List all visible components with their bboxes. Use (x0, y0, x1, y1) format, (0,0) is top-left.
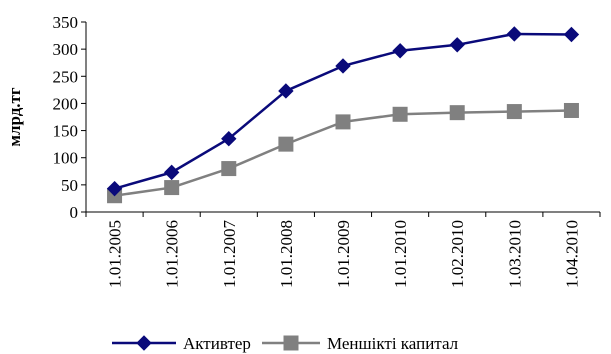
data-point (106, 180, 123, 197)
legend-item-1: Активтер (112, 334, 251, 353)
x-tick-label: 1.01.2009 (334, 220, 353, 288)
series-2 (107, 102, 579, 204)
y-tick-label: 150 (53, 122, 79, 141)
legend-marker (283, 335, 299, 351)
y-tick-label: 250 (53, 67, 79, 86)
data-point (506, 104, 522, 120)
x-tick-label: 1.03.2010 (505, 220, 524, 288)
data-point (506, 26, 523, 42)
data-point (392, 106, 408, 122)
data-point (563, 102, 579, 118)
x-tick-label: 1.01.2006 (163, 220, 182, 288)
series-1 (106, 26, 580, 197)
data-point (164, 180, 180, 196)
x-tick-label: 1.04.2010 (562, 220, 581, 288)
x-tick-label: 1.01.2008 (277, 220, 296, 288)
data-point (335, 114, 351, 130)
x-ticks: 1.01.2005 1.01.2006 1.01.2007 1.01.2008 1.01… (85, 212, 601, 289)
y-axis-title: млрд.тг (5, 87, 24, 147)
data-point (392, 43, 408, 59)
data-point (278, 83, 294, 99)
y-tick-label: 100 (53, 149, 79, 168)
data-point (563, 26, 580, 43)
x-tick-label: 1.01.2007 (220, 220, 239, 289)
x-tick-label: 1.02.2010 (448, 220, 467, 288)
y-tick-label: 0 (70, 203, 79, 222)
data-point (163, 164, 180, 181)
data-point (449, 105, 465, 121)
axes (85, 22, 600, 213)
y-tick-label: 350 (53, 13, 79, 32)
y-tick-label: 50 (61, 176, 78, 195)
legend-label: Меншікті капитал (327, 334, 459, 353)
x-tick-label: 1.01.2010 (391, 220, 410, 288)
y-tick-label: 200 (53, 94, 79, 113)
data-point (449, 37, 465, 53)
y-tick-label: 300 (53, 40, 79, 59)
legend: Активтер Меншікті капитал (112, 334, 459, 353)
legend-item-2: Меншікті капитал (262, 334, 459, 353)
data-point (335, 58, 351, 74)
legend-marker (136, 335, 152, 351)
y-ticks: 0 50 100 150 200 250 300 350 (53, 13, 86, 222)
data-point (221, 131, 237, 147)
legend-label: Активтер (183, 334, 251, 353)
data-point (221, 161, 237, 177)
data-point (278, 136, 294, 152)
series-group (106, 26, 580, 204)
x-tick-label: 1.01.2005 (106, 220, 125, 288)
